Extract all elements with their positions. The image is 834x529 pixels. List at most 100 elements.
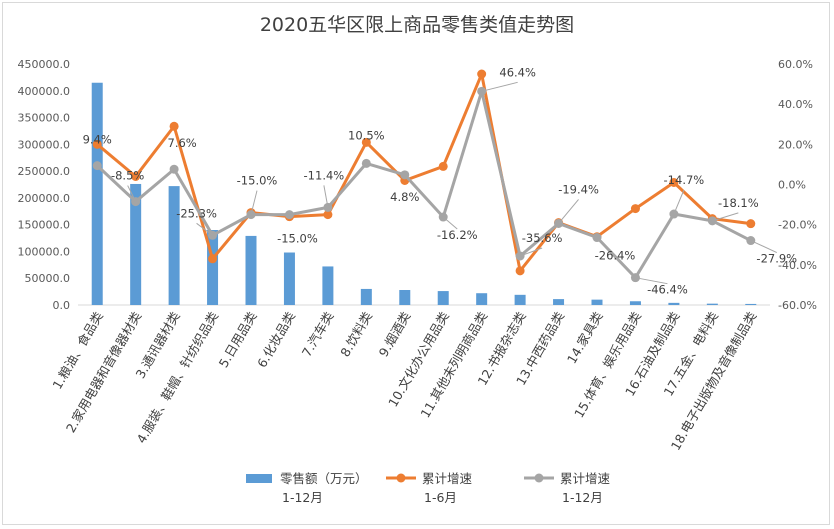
label-leader-line [127, 185, 137, 202]
bar [283, 252, 295, 305]
bar [745, 303, 757, 305]
left-axis-tick-label: 100000.0 [18, 245, 71, 258]
bar [322, 266, 334, 305]
left-axis-tick-label: 250000.0 [18, 165, 71, 178]
bar [514, 294, 526, 305]
data-labels: 9.4% -8.5% 7.6% -25.3% -15.0% -15.0% -11.4% 10.… [83, 65, 798, 296]
bar-series [91, 82, 757, 305]
bar [591, 299, 603, 305]
data-point [630, 204, 640, 214]
data-point [323, 210, 333, 220]
category-label: 2.家用电器和音像器材类 [63, 309, 145, 436]
label-leader-line [635, 277, 668, 285]
data-point [438, 161, 448, 171]
right-axis-tick-label: 60.0% [778, 58, 813, 71]
bar [706, 303, 718, 305]
data-point [361, 158, 371, 168]
data-label: -35.6% [522, 231, 563, 245]
data-label: -11.4% [304, 168, 345, 182]
category-label: 6.化妆品类 [254, 309, 298, 371]
label-leader-line [712, 212, 739, 222]
data-point [361, 137, 371, 147]
data-point [669, 177, 679, 187]
data-label: -15.0% [237, 174, 278, 188]
label-leader-line [250, 190, 258, 215]
data-point [208, 254, 218, 264]
data-point [515, 266, 525, 276]
data-label: 7.6% [168, 136, 197, 150]
data-label: 4.8% [390, 190, 419, 204]
category-label: 8.饮料类 [337, 309, 375, 360]
data-point [92, 139, 102, 149]
legend-sublabel: 1-12月 [282, 490, 323, 505]
bar [437, 291, 449, 305]
category-axis-labels: 1.粮油、食品类2.家用电器和音像器材类3.通讯器材类4.服装、鞋帽、针纺织品类… [49, 309, 759, 453]
legend-label: 零售额（万元） [280, 471, 368, 486]
legend-marker [534, 473, 544, 483]
bar [553, 299, 565, 305]
data-label: -25.3% [176, 206, 217, 220]
data-label: -27.9% [756, 252, 797, 266]
label-leader-line [750, 240, 777, 253]
legend-marker [396, 473, 406, 483]
data-label: 10.5% [348, 128, 385, 142]
right-axis-tick-label: 20.0% [778, 138, 813, 151]
data-label: -46.4% [647, 283, 688, 297]
right-axis-tick-label: -40.0% [778, 259, 817, 272]
data-label: -18.1% [718, 196, 759, 210]
legend: 零售额（万元） 1-12月 累计增速 1-6月 累计增速 1-12月 [246, 471, 611, 505]
data-point [169, 121, 179, 131]
label-leader-line [481, 81, 518, 92]
right-axis: -60.0% -40.0% -20.0% 0.0% 20.0% 40.0% 60.0% [778, 58, 817, 312]
legend-label: 累计增速 [560, 471, 611, 486]
data-point [746, 219, 756, 229]
data-label: -15.0% [277, 232, 318, 246]
category-label: 9.烟酒类 [376, 309, 414, 360]
data-point [592, 233, 602, 243]
category-label: 7.汽车类 [299, 309, 337, 360]
left-axis-tick-label: 150000.0 [18, 219, 71, 232]
data-point [477, 69, 487, 79]
right-axis-tick-label: 0.0% [778, 179, 806, 192]
left-axis-tick-label: 50000.0 [25, 272, 71, 285]
data-point [400, 170, 410, 180]
bar [245, 235, 257, 305]
label-leader-line [673, 189, 685, 215]
right-axis-tick-label: 40.0% [778, 98, 813, 111]
bar [168, 186, 180, 305]
label-leader-line [442, 216, 458, 230]
data-point [131, 171, 141, 181]
legend-label: 累计增速 [422, 471, 473, 486]
left-axis-tick-label: 350000.0 [18, 112, 71, 125]
line-series-full-year [96, 89, 752, 280]
bar [668, 302, 680, 305]
bar [207, 230, 219, 305]
bar [91, 82, 103, 305]
bar [360, 288, 372, 305]
right-axis-tick-label: -60.0% [778, 299, 817, 312]
bar [476, 293, 488, 305]
bar [130, 183, 142, 305]
data-point [169, 164, 179, 174]
left-axis: 0.0 50000.0 100000.0 150000.0 200000.0 250000… [18, 58, 770, 312]
legend-sublabel: 1-12月 [562, 490, 603, 505]
left-axis-tick-label: 200000.0 [18, 192, 71, 205]
category-label: 5.日用品类 [216, 309, 260, 371]
data-label: -14.7% [664, 173, 705, 187]
data-label: 9.4% [83, 133, 112, 147]
data-label: -16.2% [437, 228, 478, 242]
left-axis-tick-label: 300000.0 [18, 138, 71, 151]
data-point [92, 161, 102, 171]
left-axis-tick-label: 450000.0 [18, 58, 71, 71]
category-label: 14.家具类 [564, 309, 606, 367]
chart-title: 2020五华区限上商品零售类值走势图 [260, 14, 574, 36]
left-axis-tick-label: 400000.0 [18, 85, 71, 98]
line-series-h1 [96, 72, 751, 273]
label-leader-line [323, 185, 329, 208]
data-label: -19.4% [558, 182, 599, 196]
data-label: -8.5% [111, 169, 144, 183]
label-leader-line [196, 222, 213, 236]
data-label: 46.4% [499, 65, 536, 79]
bar [399, 290, 411, 305]
